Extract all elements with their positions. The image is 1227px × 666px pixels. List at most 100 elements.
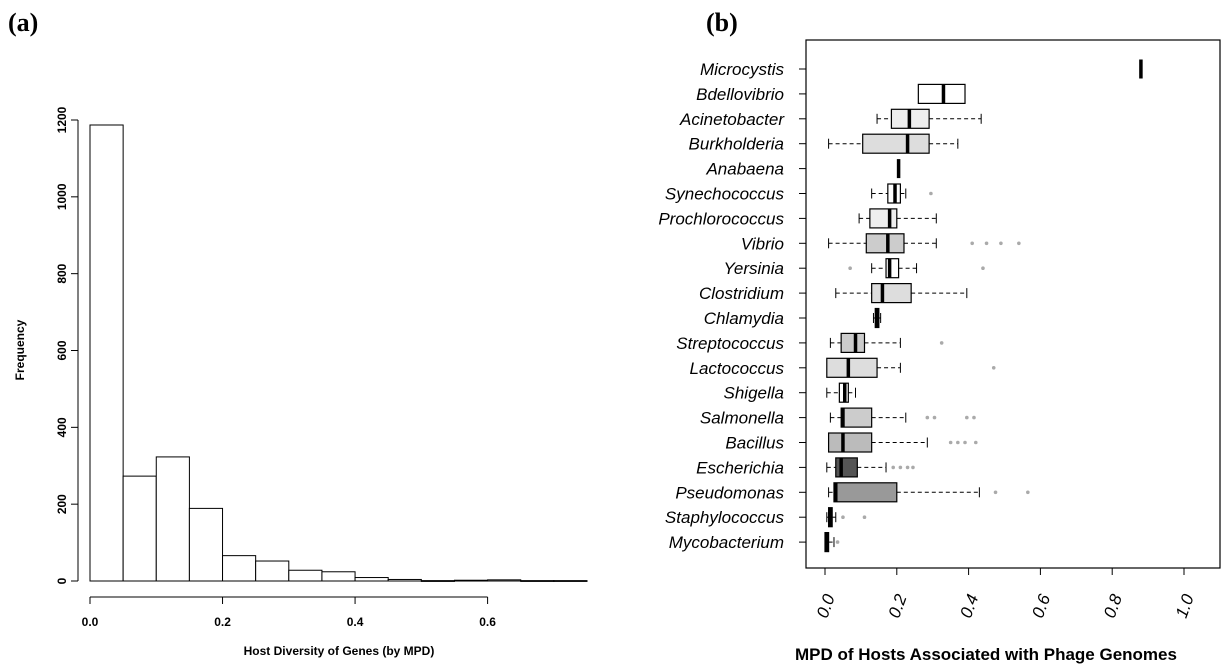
histogram-bar [354,577,389,582]
outlier-point [965,415,969,420]
outlier-point [862,515,867,519]
box [833,482,898,503]
y-tick-label: Yersinia [724,259,784,278]
y-axis-title: Frequency [13,319,27,380]
outlier-point [905,465,910,470]
y-tick-label: 200 [55,494,69,514]
y-tick-label: Clostridium [699,284,784,303]
outlier-point [999,241,1003,246]
box [871,283,912,304]
x-tick-label: 0.8 [1100,591,1126,620]
box-row [872,307,882,329]
histogram-bar [487,579,522,582]
outlier-point [911,465,915,470]
category-axis: Microcystis Bdellovibrio Acinetobacter Burk… [658,60,806,552]
y-tick-label: Shigella [724,384,785,403]
outlier-point [841,515,845,519]
outlier-point [972,415,976,420]
outlier-point [939,341,944,345]
panel-b-label: (b) [706,8,738,37]
outlier-point [925,415,930,420]
box-row [829,407,976,428]
box-row [827,432,978,453]
y-tick-label: Bacillus [725,434,784,453]
y-tick-label: Prochlorococcus [658,209,784,228]
y-tick-label: 800 [55,263,69,283]
box [840,407,873,428]
outlier-point [929,191,933,196]
x-tick-label: 0.6 [479,615,496,629]
x-tick-label: 0.4 [956,592,982,621]
x-tick-label: 0.0 [813,591,839,620]
y-tick-label: Escherichia [696,458,784,477]
box [865,233,905,254]
outlier-point [984,241,989,246]
histogram-bar [288,569,323,582]
outlier-point [973,440,978,445]
y-tick-label: Mycobacterium [669,533,784,552]
outlier-point [891,465,896,470]
outlier-point [993,490,998,495]
histogram-bar [387,578,422,582]
box-row [826,507,867,528]
outlier-point [963,440,967,445]
outlier-point [1017,241,1021,246]
box [917,83,966,105]
x-tick-label: 0.2 [885,591,911,620]
histogram-bar [453,579,489,582]
histogram-bar [188,507,224,582]
histogram-bar [89,124,124,582]
y-tick-label: 0 [55,577,69,584]
box-row [824,531,840,553]
x-axis-title: Host Diversity of Genes (by MPD) [244,644,435,658]
box [827,432,873,453]
y-tick-label: Bdellovibrio [696,85,784,104]
box-row [828,233,1021,254]
x-axis-title: MPD of Hosts Associated with Phage Genom… [795,645,1177,664]
box [862,133,930,154]
y-tick-label: 600 [55,340,69,360]
outlier-point [835,540,840,544]
box-row [826,382,857,403]
y-tick-label: 400 [55,417,69,437]
y-tick-label: Chlamydia [704,309,784,328]
y-tick-label: Synechococcus [665,185,785,204]
x-tick-label: 1.0 [1172,591,1198,620]
box-row [917,83,966,105]
histogram-bar [255,560,290,582]
histogram-bar [553,580,588,582]
panel-b-boxplot: (b) Microcystis Bdellovibrio Acinetobacter… [658,8,1221,664]
y-tick-label: Staphylococcus [665,508,785,527]
box [869,208,898,229]
y-tick-label: 1200 [55,106,69,133]
outlier-point [932,415,937,420]
x-axis: 0.0 0.2 0.4 0.6 [82,596,496,629]
histogram-bar [520,580,555,582]
histogram-bar [321,571,356,582]
y-tick-label: Microcystis [700,60,785,79]
y-tick-label: Streptococcus [676,334,784,353]
y-tick-label: Acinetobacter [679,110,785,129]
box-row [835,283,968,304]
y-tick-label: 1000 [55,183,69,210]
outlier-point [956,440,960,445]
outlier-point [948,440,953,445]
x-tick-label: 0.2 [214,615,231,629]
panel-a-label: (a) [8,8,38,37]
histogram-bar [420,580,455,582]
box-row [826,357,996,378]
box-row [829,332,944,353]
y-axis: 0 200 400 600 800 1000 1200 [55,106,79,584]
outlier-point [970,241,974,246]
histogram-bar [222,555,257,582]
y-tick-label: Lactococcus [690,359,785,378]
box [835,457,858,478]
outlier-point [981,266,985,271]
box-row [826,457,915,478]
x-tick-label: 0.4 [347,615,364,629]
outlier-point [1026,490,1030,495]
histogram-bar [122,475,157,582]
y-tick-label: Salmonella [700,409,784,428]
histogram-bar [155,456,190,582]
